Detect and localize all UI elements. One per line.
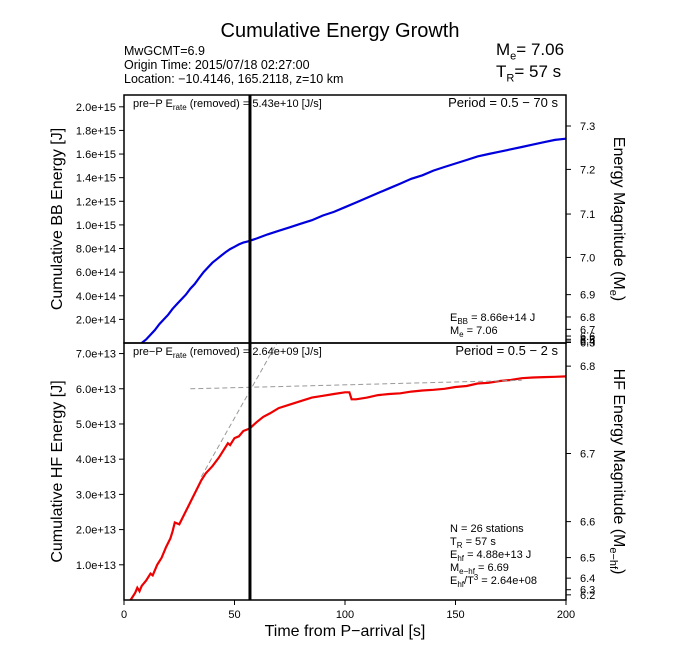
y-tick-label: 4.0e+13	[76, 454, 116, 466]
hf-stat-line: Ehf = 4.88e+13 J	[450, 549, 531, 563]
y2-tick-label: 7.0	[580, 252, 595, 264]
y2-tick-label: 6.4	[580, 573, 595, 585]
y2-tick-label: 6.5	[580, 553, 595, 565]
energy-curve	[129, 375, 566, 600]
me-stat: Me = 7.06	[450, 325, 498, 339]
y-tick-label: 8.0e+14	[76, 244, 116, 256]
y-tick-label: 6.0e+14	[76, 267, 116, 279]
panel-bottom: 1.0e+13 2.0e+13 3.0e+13 4.0e+13 5.0e+13 6.0e+…	[49, 342, 627, 640]
y2-tick-label: 6.7	[580, 449, 595, 461]
y-tick-label: 7.0e+13	[76, 349, 116, 361]
x-tick-label: 50	[228, 609, 240, 621]
y2-tick-label: 6.2	[580, 590, 595, 602]
y2-tick-label: 6.8	[580, 312, 595, 324]
x-tick-label: 100	[336, 609, 354, 621]
hf-stat-line: TR = 57 s	[450, 536, 496, 550]
y-tick-label: 5.0e+13	[76, 419, 116, 431]
y-axis-label: Cumulative HF Energy [J]	[49, 380, 66, 562]
y-tick-label: 2.0e+14	[76, 314, 116, 326]
period-label: Period = 0.5 − 2 s	[455, 343, 558, 358]
hf-stat-line: Me−hf = 6.69	[450, 562, 509, 576]
y2-tick-label: 6.8	[580, 361, 595, 373]
y-tick-label: 1.4e+15	[76, 173, 116, 185]
y2-tick-label: 7.1	[580, 209, 595, 221]
hf-stat-line: Ehf/T3 = 2.64e+08	[450, 573, 537, 589]
y2-tick-label: 7.3	[580, 121, 595, 133]
x-tick-label: 200	[557, 609, 575, 621]
y-tick-label: 1.0e+15	[76, 220, 116, 232]
y2-tick-label: 6.6	[580, 517, 595, 529]
x-tick-label: 0	[121, 609, 127, 621]
panel-top: 2.0e+14 4.0e+14 6.0e+14 8.0e+14 1.0e+15 1.2e+…	[49, 94, 627, 350]
y2-axis-label: Energy Magnitude (Me)	[607, 137, 627, 301]
x-axis-label: Time from P−arrival [s]	[265, 623, 426, 640]
y2-tick-label: 7.2	[580, 164, 595, 176]
me-summary: Me= 7.06	[496, 40, 565, 63]
panel-frame	[123, 94, 567, 344]
y2-tick-label: 6.9	[580, 290, 595, 302]
x-tick-label: 150	[446, 609, 464, 621]
energy-curve	[141, 137, 566, 343]
y-tick-label: 3.0e+13	[76, 489, 116, 501]
event-location: Location: −10.4146, 165.2118, z=10 km	[124, 72, 344, 86]
y-tick-label: 4.0e+14	[76, 291, 116, 303]
y-tick-label: 2.0e+15	[76, 102, 116, 114]
y2-tick-label: 6.4	[580, 336, 595, 348]
y-tick-label: 1.2e+15	[76, 196, 116, 208]
event-magnitude: MwGCMT=6.9	[124, 44, 205, 58]
y-tick-label: 1.8e+15	[76, 125, 116, 137]
y2-tick-label: 6.6	[580, 331, 595, 343]
y-axis-label: Cumulative BB Energy [J]	[49, 128, 66, 310]
reference-line	[200, 343, 278, 478]
y2-tick-label: 6.3	[580, 585, 595, 597]
period-label: Period = 0.5 − 70 s	[448, 95, 558, 110]
chart-title: Cumulative Energy Growth	[220, 20, 460, 42]
y-tick-label: 1.0e+13	[76, 560, 116, 572]
y-tick-label: 1.6e+15	[76, 149, 116, 161]
pre-p-note: pre−P Erate (removed) = 2.64e+09 [J/s]	[133, 346, 322, 360]
origin-time: Origin Time: 2015/07/18 02:27:00	[124, 58, 310, 72]
y2-tick-label: 6.5	[580, 334, 595, 346]
tr-summary: TR= 57 s	[496, 62, 562, 85]
reference-line	[190, 379, 522, 390]
hf-stat-line: N = 26 stations	[450, 523, 524, 535]
y2-tick-label: 6.3	[580, 338, 595, 350]
y2-tick-label: 6.7	[580, 324, 595, 336]
ebb-stat: EBB = 8.66e+14 J	[450, 312, 535, 326]
y-tick-label: 2.0e+13	[76, 525, 116, 537]
pre-p-note: pre−P Erate (removed) = 5.43e+10 [J/s]	[133, 98, 322, 112]
y-tick-label: 6.0e+13	[76, 384, 116, 396]
y2-axis-label: HF Energy Magnitude (Me−hf)	[607, 369, 627, 575]
